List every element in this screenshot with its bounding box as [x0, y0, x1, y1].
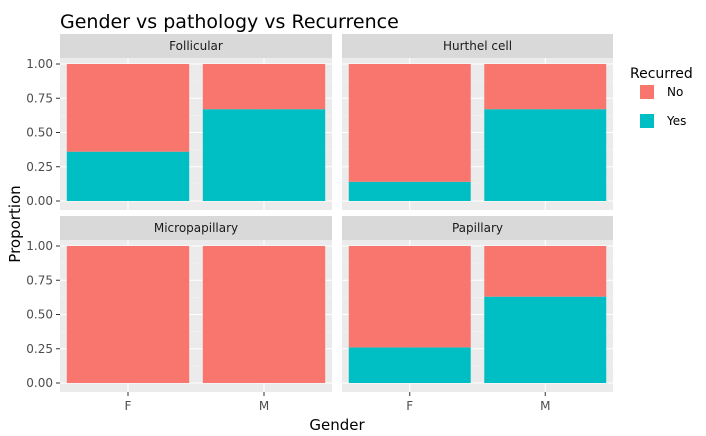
bar-segment-yes [484, 296, 607, 383]
facet-strip [342, 216, 613, 240]
y-tick-label: 0.25 [26, 342, 53, 356]
bar-segment-yes [348, 347, 471, 383]
x-axis-title: Gender [309, 416, 365, 434]
x-tick-label: F [406, 399, 413, 413]
legend-title: Recurred [630, 66, 693, 82]
facet-strip [342, 34, 613, 58]
legend-label-no: No [667, 85, 683, 99]
y-tick-label: 1.00 [26, 239, 53, 253]
facet-strip [60, 216, 332, 240]
facet-panel: Hurthel cell [342, 34, 613, 210]
facet-strip-label: Papillary [452, 221, 503, 235]
bar-segment-yes [202, 109, 326, 201]
y-tick-label: 0.00 [26, 194, 53, 208]
facet-strip-label: Hurthel cell [443, 39, 512, 53]
bar-segment-no [202, 64, 326, 110]
y-tick-label: 0.50 [26, 126, 53, 140]
facet-panel: Follicular 0.00 0.25 0.50 0.75 1.00 [26, 34, 332, 210]
y-tick-label: 0.50 [26, 308, 53, 322]
legend-label-yes: Yes [666, 114, 686, 128]
facet-strip-label: Follicular [169, 39, 223, 53]
y-axis-title: Proportion [6, 185, 24, 262]
bar-segment-no [348, 246, 471, 348]
x-tick-label: F [125, 399, 132, 413]
bar-segment-no [484, 246, 607, 297]
facet-panels: Follicular 0.00 0.25 0.50 0.75 1.00 Hurthel ce… [26, 34, 613, 413]
y-tick-label: 0.00 [26, 376, 53, 390]
facet-strip [60, 34, 332, 58]
legend-key-yes [640, 114, 654, 128]
bar-segment-no [348, 64, 471, 182]
x-tick-label: M [259, 399, 269, 413]
x-tick-label: M [540, 399, 550, 413]
bar-segment-no [66, 246, 190, 383]
bar-segment-no [66, 64, 190, 152]
y-tick-label: 1.00 [26, 57, 53, 71]
legend-key-no [640, 85, 654, 99]
y-tick-label: 0.75 [26, 273, 53, 287]
bar-segment-no [484, 64, 607, 110]
facet-panel: Papillary F M [342, 216, 613, 413]
legend: Recurred No Yes [630, 66, 693, 128]
bar-segment-no [202, 246, 326, 383]
bar-segment-yes [66, 151, 190, 201]
y-tick-label: 0.75 [26, 91, 53, 105]
facet-strip-label: Micropapillary [154, 221, 238, 235]
y-tick-label: 0.25 [26, 160, 53, 174]
bar-segment-yes [484, 109, 607, 201]
facet-panel: Micropapillary 0.00 0.25 0.50 0.75 1.00 F M [26, 216, 332, 413]
chart-title: Gender vs pathology vs Recurrence [60, 11, 399, 33]
bar-segment-yes [348, 181, 471, 201]
